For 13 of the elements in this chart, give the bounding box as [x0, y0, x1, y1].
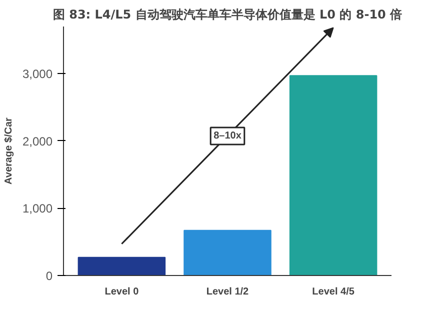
y-tick-label: 3,000	[22, 67, 53, 82]
y-tick-label: 2,000	[22, 134, 53, 148]
x-tick-label: Level 1/2	[206, 286, 250, 298]
x-tick-label: Level 0	[104, 286, 140, 298]
annotation: 8–10x	[214, 130, 242, 142]
bar	[78, 256, 166, 276]
y-axis-title: Average $/Car	[3, 117, 14, 184]
y-tick-label: 0	[46, 269, 53, 283]
bar	[289, 75, 378, 276]
y-tick-label: 1,000	[22, 202, 53, 216]
bar	[184, 230, 272, 276]
chart-title: 图 83: L4/L5 自动驾驶汽车单车半导体价值量是 L0 的 8-10 倍	[52, 8, 402, 22]
x-tick-label: Level 4/5	[312, 286, 355, 298]
